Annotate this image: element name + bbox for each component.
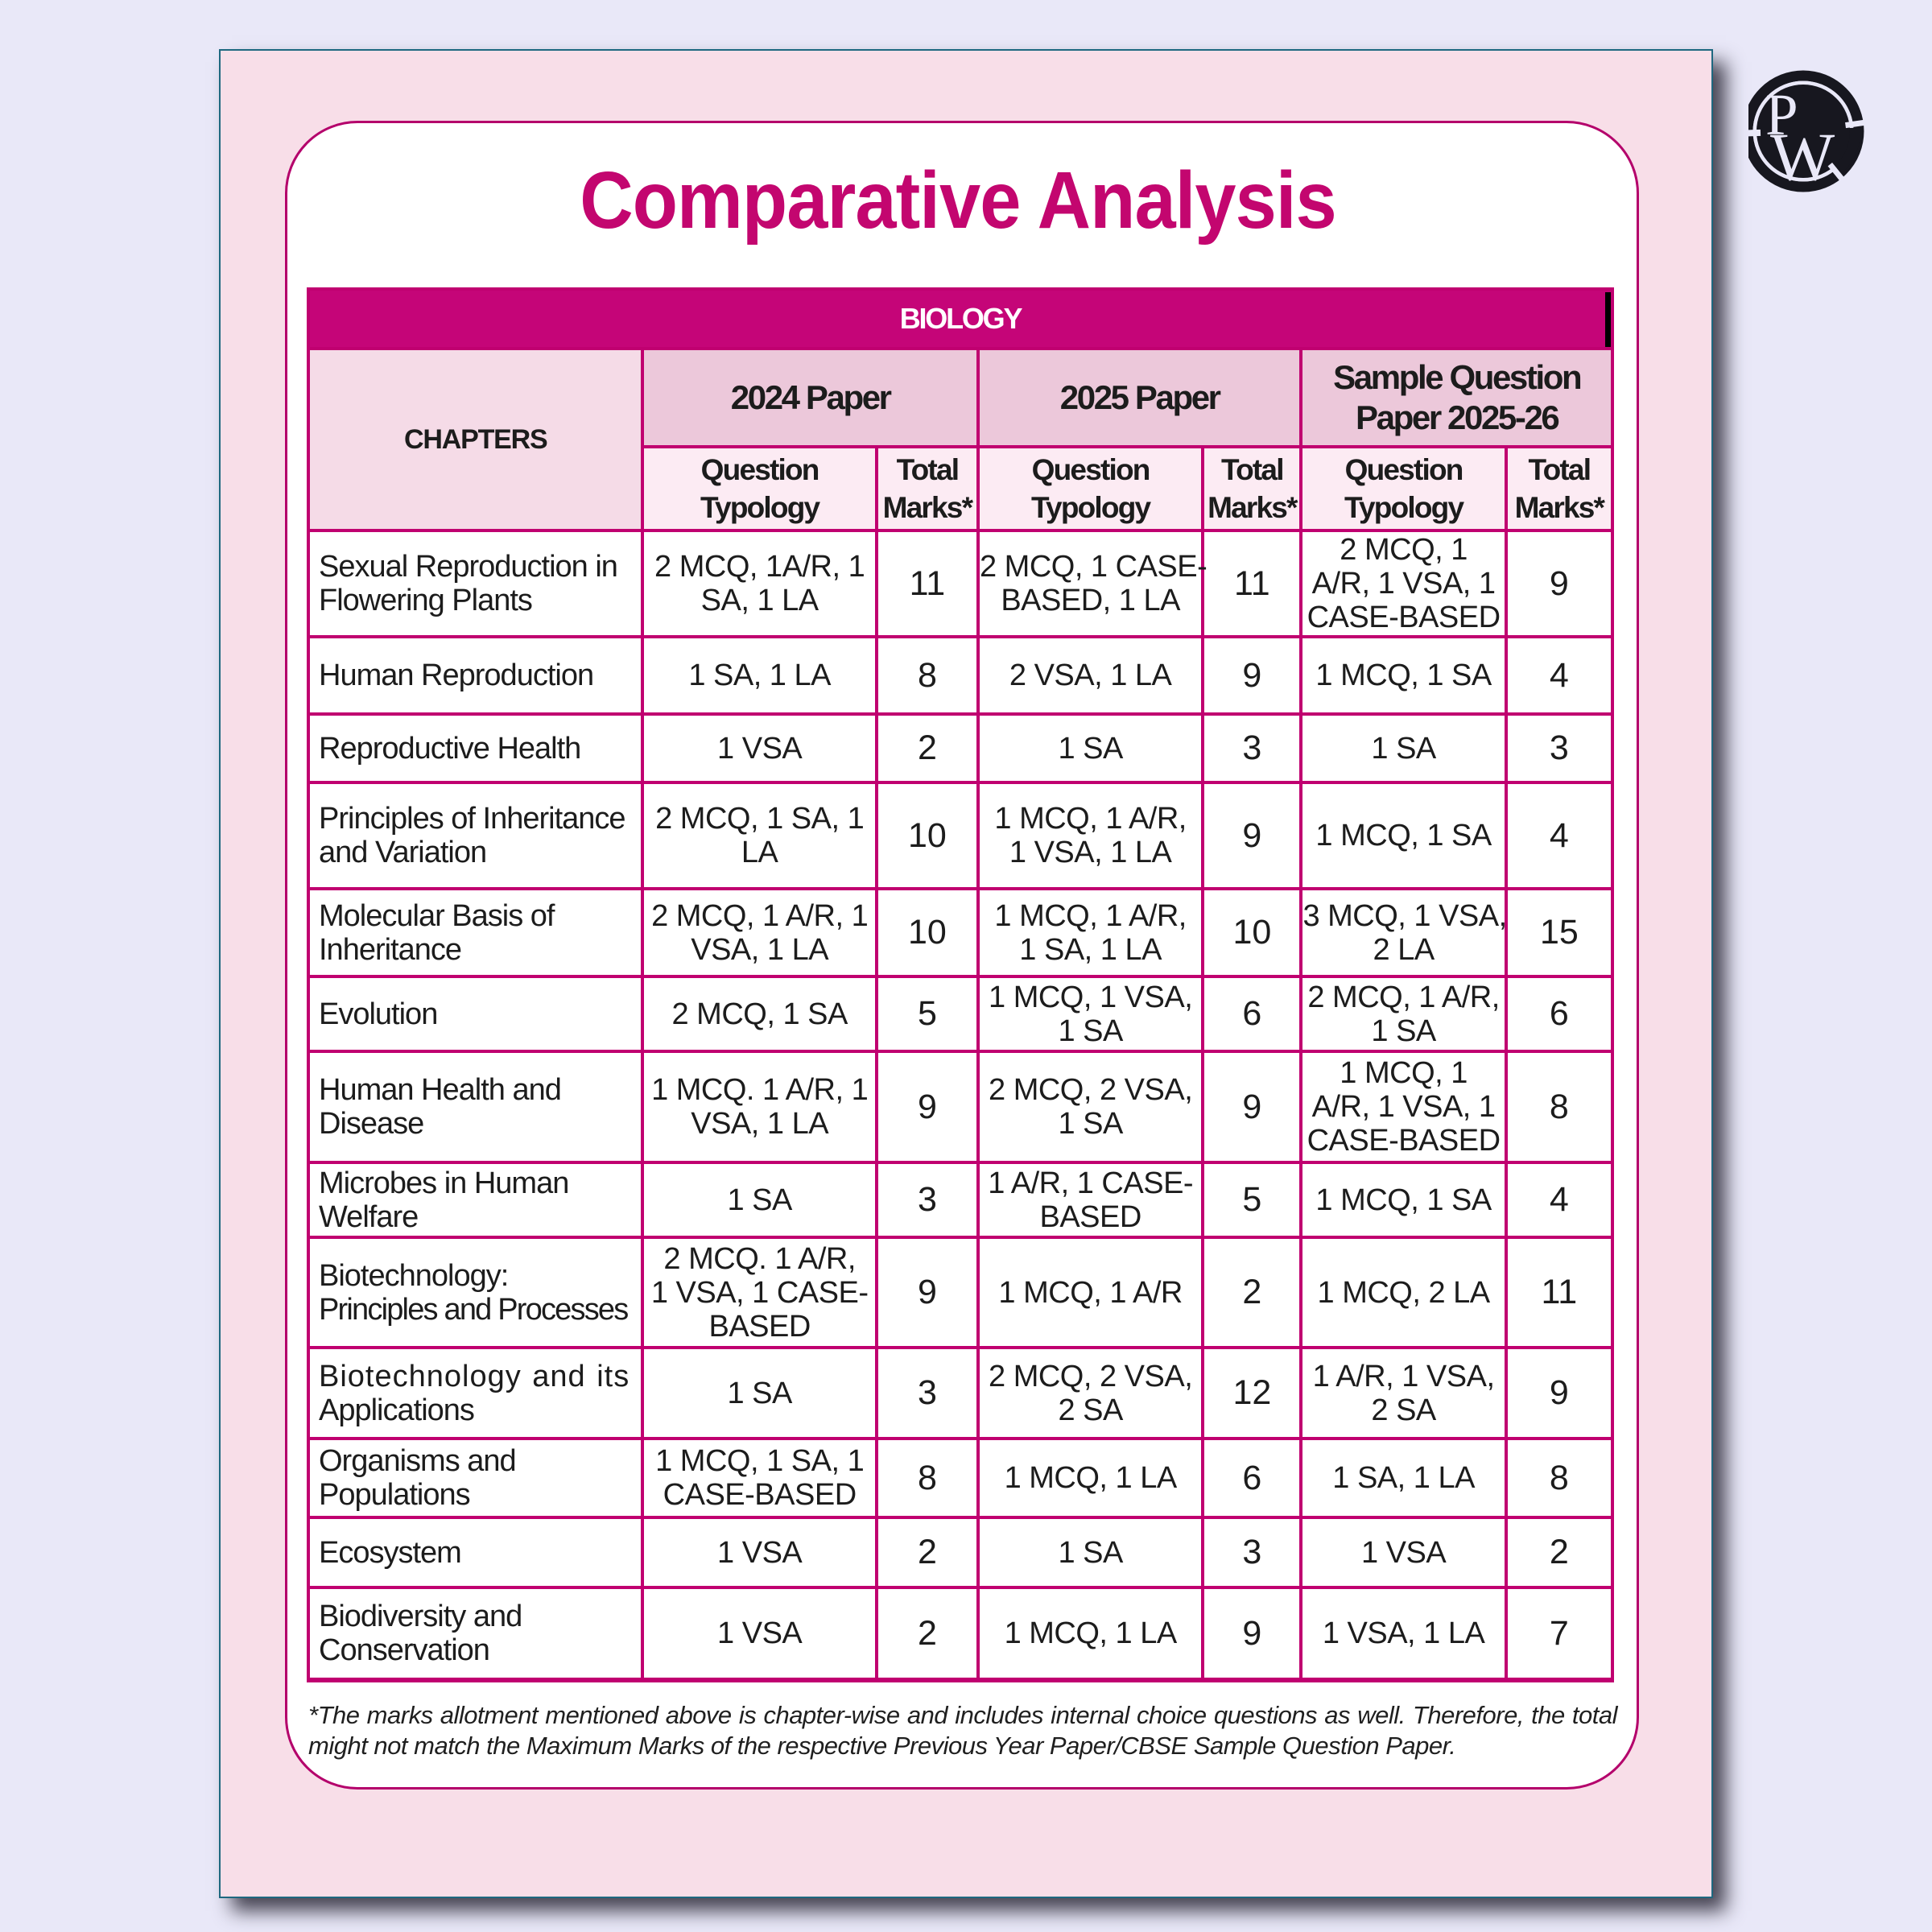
- svg-text:W: W: [1770, 119, 1835, 195]
- svg-text:P: P: [1765, 82, 1798, 147]
